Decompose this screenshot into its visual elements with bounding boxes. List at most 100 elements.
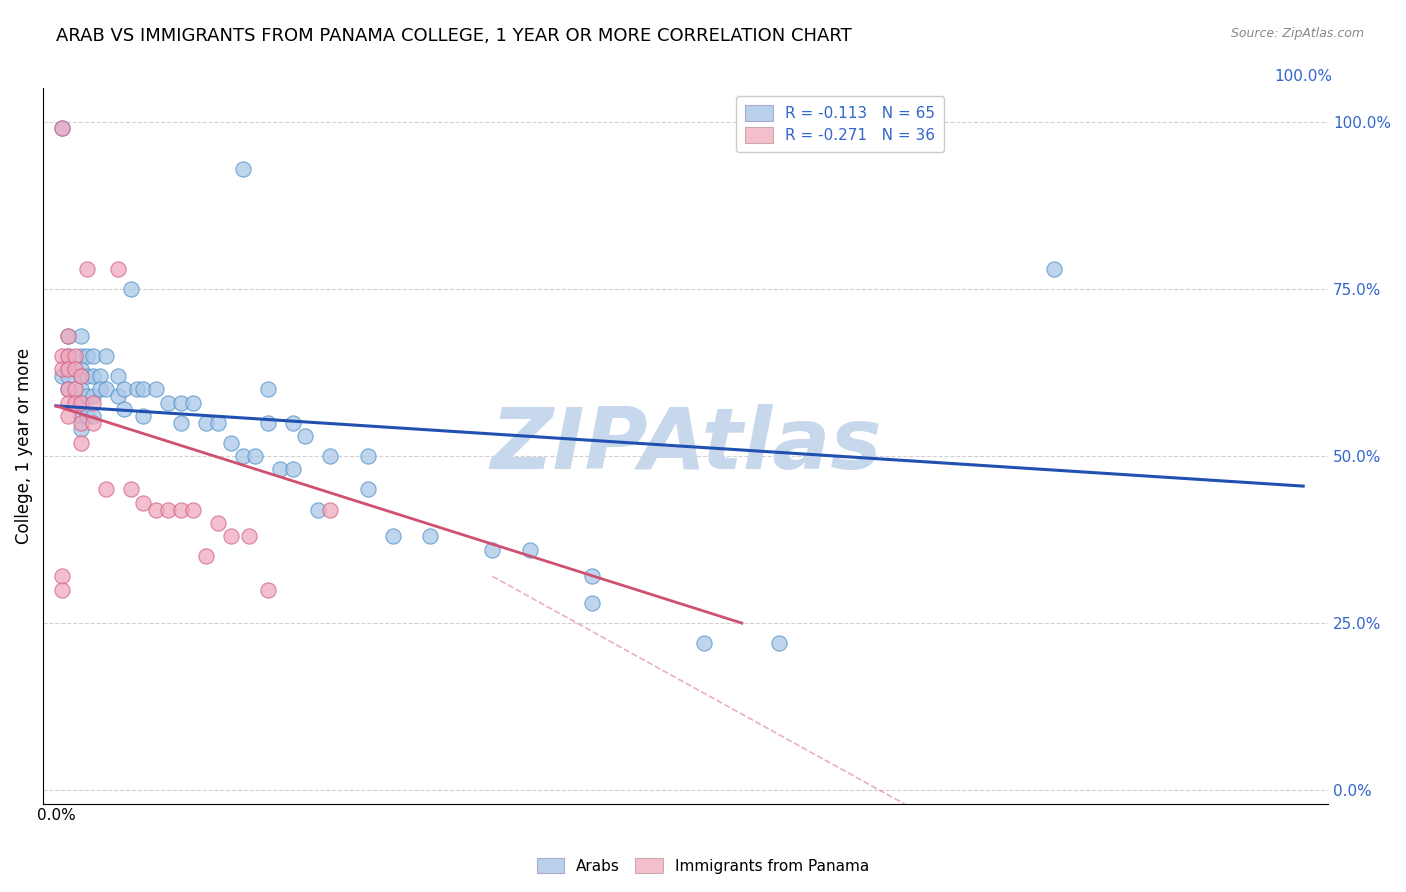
- Point: [693, 636, 716, 650]
- Point: [51, 121, 73, 136]
- Point: [69, 382, 91, 396]
- Point: [157, 502, 180, 516]
- Point: [58, 368, 80, 383]
- Point: [58, 328, 80, 343]
- Point: [63, 382, 86, 396]
- Point: [257, 382, 280, 396]
- Point: [120, 282, 142, 296]
- Point: [232, 449, 254, 463]
- Point: [194, 549, 217, 564]
- Point: [69, 409, 91, 423]
- Point: [281, 416, 304, 430]
- Point: [157, 395, 180, 409]
- Text: ARAB VS IMMIGRANTS FROM PANAMA COLLEGE, 1 YEAR OR MORE CORRELATION CHART: ARAB VS IMMIGRANTS FROM PANAMA COLLEGE, …: [56, 27, 852, 45]
- Point: [107, 261, 129, 276]
- Point: [82, 395, 104, 409]
- Point: [76, 409, 98, 423]
- Point: [319, 449, 342, 463]
- Text: ZIPAtlas: ZIPAtlas: [489, 404, 882, 488]
- Point: [69, 368, 91, 383]
- Point: [82, 389, 104, 403]
- Point: [69, 362, 91, 376]
- Point: [94, 382, 117, 396]
- Point: [58, 382, 80, 396]
- Point: [58, 362, 80, 376]
- Point: [381, 529, 404, 543]
- Point: [169, 416, 191, 430]
- Point: [169, 395, 191, 409]
- Point: [69, 395, 91, 409]
- Legend: Arabs, Immigrants from Panama: Arabs, Immigrants from Panama: [530, 852, 876, 880]
- Point: [269, 462, 291, 476]
- Point: [63, 349, 86, 363]
- Point: [120, 483, 142, 497]
- Point: [107, 389, 129, 403]
- Point: [51, 349, 73, 363]
- Point: [581, 596, 603, 610]
- Point: [481, 542, 503, 557]
- Point: [51, 121, 73, 136]
- Y-axis label: College, 1 year or more: College, 1 year or more: [15, 348, 32, 544]
- Point: [145, 382, 167, 396]
- Text: Source: ZipAtlas.com: Source: ZipAtlas.com: [1230, 27, 1364, 40]
- Legend: R = -0.113   N = 65, R = -0.271   N = 36: R = -0.113 N = 65, R = -0.271 N = 36: [735, 96, 943, 153]
- Point: [82, 349, 104, 363]
- Point: [145, 502, 167, 516]
- Point: [69, 416, 91, 430]
- Point: [132, 382, 155, 396]
- Point: [114, 402, 136, 417]
- Point: [76, 389, 98, 403]
- Point: [76, 349, 98, 363]
- Point: [51, 569, 73, 583]
- Point: [69, 349, 91, 363]
- Point: [419, 529, 441, 543]
- Point: [219, 529, 242, 543]
- Point: [357, 449, 380, 463]
- Point: [232, 161, 254, 176]
- Point: [257, 582, 280, 597]
- Point: [132, 409, 155, 423]
- Point: [94, 349, 117, 363]
- Point: [319, 502, 342, 516]
- Point: [89, 368, 111, 383]
- Point: [51, 362, 73, 376]
- Point: [63, 395, 86, 409]
- Point: [125, 382, 148, 396]
- Point: [132, 496, 155, 510]
- Point: [169, 502, 191, 516]
- Point: [245, 449, 267, 463]
- Point: [114, 382, 136, 396]
- Point: [58, 409, 80, 423]
- Point: [58, 395, 80, 409]
- Point: [281, 462, 304, 476]
- Point: [69, 328, 91, 343]
- Point: [58, 349, 80, 363]
- Point: [82, 409, 104, 423]
- Point: [238, 529, 260, 543]
- Point: [294, 429, 316, 443]
- Point: [207, 516, 229, 530]
- Point: [207, 416, 229, 430]
- Point: [257, 416, 280, 430]
- Point: [51, 368, 73, 383]
- Point: [107, 368, 129, 383]
- Point: [58, 349, 80, 363]
- Point: [58, 328, 80, 343]
- Point: [82, 368, 104, 383]
- Point: [76, 368, 98, 383]
- Point: [181, 502, 204, 516]
- Point: [51, 582, 73, 597]
- Point: [519, 542, 541, 557]
- Point: [89, 382, 111, 396]
- Point: [307, 502, 329, 516]
- Point: [768, 636, 790, 650]
- Point: [219, 435, 242, 450]
- Point: [69, 395, 91, 409]
- Point: [58, 362, 80, 376]
- Point: [69, 368, 91, 383]
- Point: [69, 435, 91, 450]
- Point: [581, 569, 603, 583]
- Point: [181, 395, 204, 409]
- Point: [357, 483, 380, 497]
- Point: [94, 483, 117, 497]
